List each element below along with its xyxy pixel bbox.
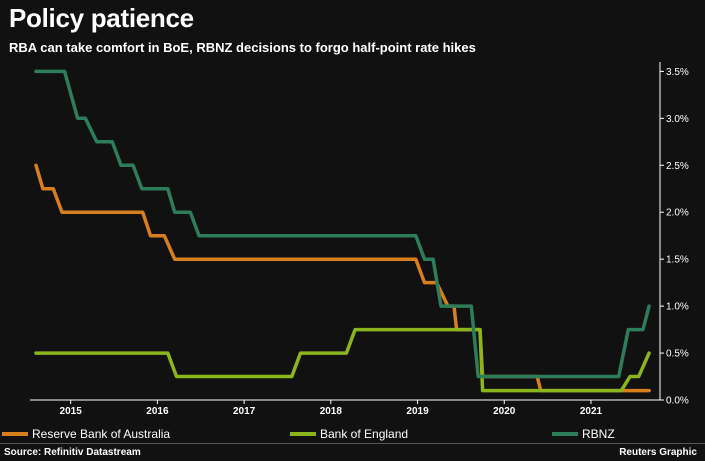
x-tick-label: 2017 <box>233 406 256 417</box>
y-tick-label: 0.5% <box>666 349 689 360</box>
x-tick-label: 2018 <box>320 406 343 417</box>
x-tick-label: 2019 <box>406 406 429 417</box>
legend-item-bank-of-england: Bank of England <box>290 427 408 441</box>
x-tick-label: 2021 <box>580 406 603 417</box>
y-tick-label: 2.0% <box>666 208 689 219</box>
series-line-bank-of-england <box>34 327 651 393</box>
series-line-rbnz <box>34 69 651 379</box>
y-tick-label: 0.0% <box>666 396 689 407</box>
chart-subtitle: RBA can take comfort in BoE, RBNZ decisi… <box>9 40 476 55</box>
series-line-reserve-bank-of-australia <box>34 163 651 393</box>
legend-item-reserve-bank-of-australia: Reserve Bank of Australia <box>2 427 170 441</box>
source-note: Source: Refinitiv Datastream <box>4 447 141 458</box>
legend-label: RBNZ <box>582 427 615 441</box>
x-tick-label: 2015 <box>60 406 83 417</box>
chart-title: Policy patience <box>9 3 194 33</box>
legend-swatch <box>290 432 316 436</box>
series-lines <box>34 69 651 393</box>
x-tick-label: 2020 <box>493 406 516 417</box>
axes: 0.0% 0.5% 1.0% 1.5% 2.0% 2.5% 3.0% 3.5% 2015 2016… <box>30 62 689 417</box>
legend-label: Bank of England <box>320 427 409 441</box>
legend: Reserve Bank of Australia Bank of England… <box>0 427 705 443</box>
y-tick-label: 3.0% <box>666 114 689 125</box>
graphic-credit: Reuters Graphic <box>619 447 697 458</box>
legend-label: Reserve Bank of Australia <box>32 427 171 441</box>
footer-divider <box>0 443 705 444</box>
y-tick-label: 2.5% <box>666 161 689 172</box>
legend-item-rbnz: RBNZ <box>552 427 615 441</box>
y-tick-label: 1.5% <box>666 255 689 266</box>
x-tick-label: 2016 <box>146 406 169 417</box>
legend-swatch <box>2 432 28 436</box>
y-tick-label: 1.0% <box>666 302 689 313</box>
y-tick-label: 3.5% <box>666 67 689 78</box>
legend-swatch <box>552 432 578 436</box>
